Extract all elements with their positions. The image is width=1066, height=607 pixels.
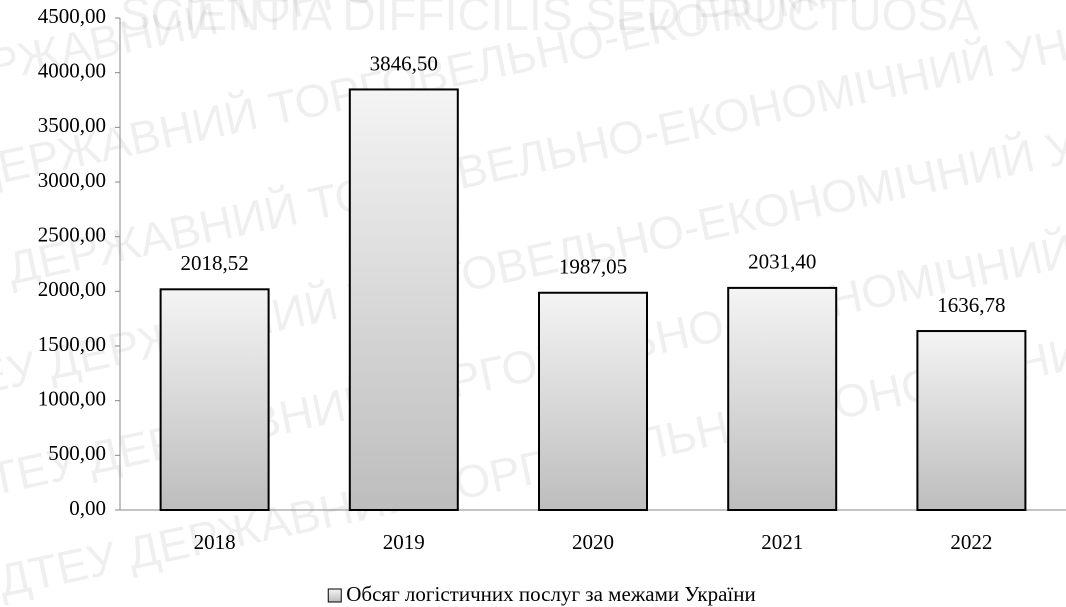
x-tick-label: 2020 [572,530,614,554]
x-tick-label: 2022 [950,530,992,554]
y-tick-label: 1000,00 [38,386,106,410]
bar [159,288,270,511]
y-tick-label: 1500,00 [38,332,106,356]
y-tick-label: 2000,00 [38,277,106,301]
y-tick-label: 0,00 [69,496,106,520]
y-tick-label: 4500,00 [38,4,106,28]
bar [727,286,838,511]
bar [538,291,648,511]
watermark-text: SCIENTIA DIFFICILIS SED FRUCTUOSA [120,0,979,40]
x-tick-label: 2018 [194,530,236,554]
data-label: 3846,50 [370,51,438,75]
data-label: 2031,40 [748,250,816,274]
legend-swatch [327,588,342,603]
bar [916,330,1027,511]
legend: Обсяг логістичних послуг за межами Украї… [327,582,756,606]
y-tick-label: 2500,00 [38,222,106,246]
data-label: 1636,78 [937,293,1005,317]
data-label: 1987,05 [559,255,627,279]
y-tick-label: 3000,00 [38,168,106,192]
data-label: 2018,52 [180,251,248,275]
x-tick-label: 2019 [383,530,425,554]
legend-label: Обсяг логістичних послуг за межами Украї… [346,582,756,606]
y-tick-label: 4000,00 [38,58,106,82]
y-tick-label: 3500,00 [38,113,106,137]
y-tick-label: 500,00 [48,441,106,465]
x-tick-label: 2021 [761,530,803,554]
bar [348,88,459,511]
